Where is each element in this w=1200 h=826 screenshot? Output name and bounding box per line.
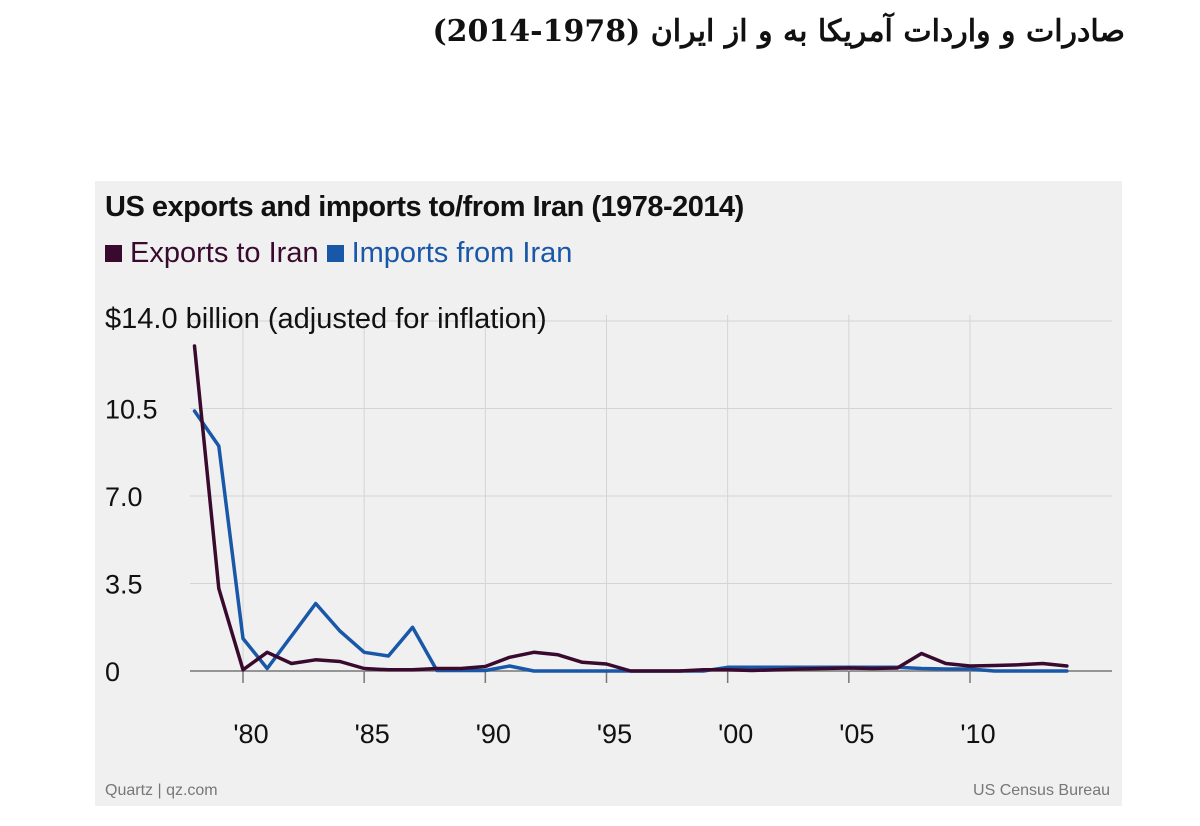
chart-card: US exports and imports to/from Iran (197… [95,181,1122,806]
source-credit: Quartz | qz.com [105,782,218,799]
legend-label-imports: Imports from Iran [351,237,573,269]
x-tick-label: '90 [476,719,511,749]
chart-title: US exports and imports to/from Iran (197… [105,191,744,223]
y-axis-unit-label: $14.0 billion (adjusted for inflation) [105,303,547,335]
y-tick-label: 3.5 [105,570,143,600]
legend-label-exports: Exports to Iran [130,237,319,269]
exports-line [192,344,1069,673]
x-tick-label: '95 [597,719,632,749]
imports-line [192,409,1069,673]
legend-swatch-exports [105,245,122,262]
legend-swatch-imports [326,245,344,262]
y-tick-label: 10.5 [105,395,158,425]
chart-plot: 0 3.5 7.0 10.5 '80 '85 '90 '95 '00 '05 '10 [105,315,1112,749]
legend: Exports to Iran Imports from Iran [105,237,580,270]
y-tick-label: 0 [105,657,120,687]
legend-item-exports: Exports to Iran [105,237,319,270]
y-tick-label: 7.0 [105,482,143,512]
x-tick-label: '05 [839,719,874,749]
x-tick-label: '10 [960,719,995,749]
data-source: US Census Bureau [973,782,1110,799]
legend-item-imports: Imports from Iran [326,237,573,270]
x-tick-label: '85 [355,719,390,749]
x-tick-label: '00 [718,719,753,749]
page-title: صادرات و واردات آمریکا به و از ایران (19… [432,14,1125,49]
x-tick-label: '80 [233,719,268,749]
